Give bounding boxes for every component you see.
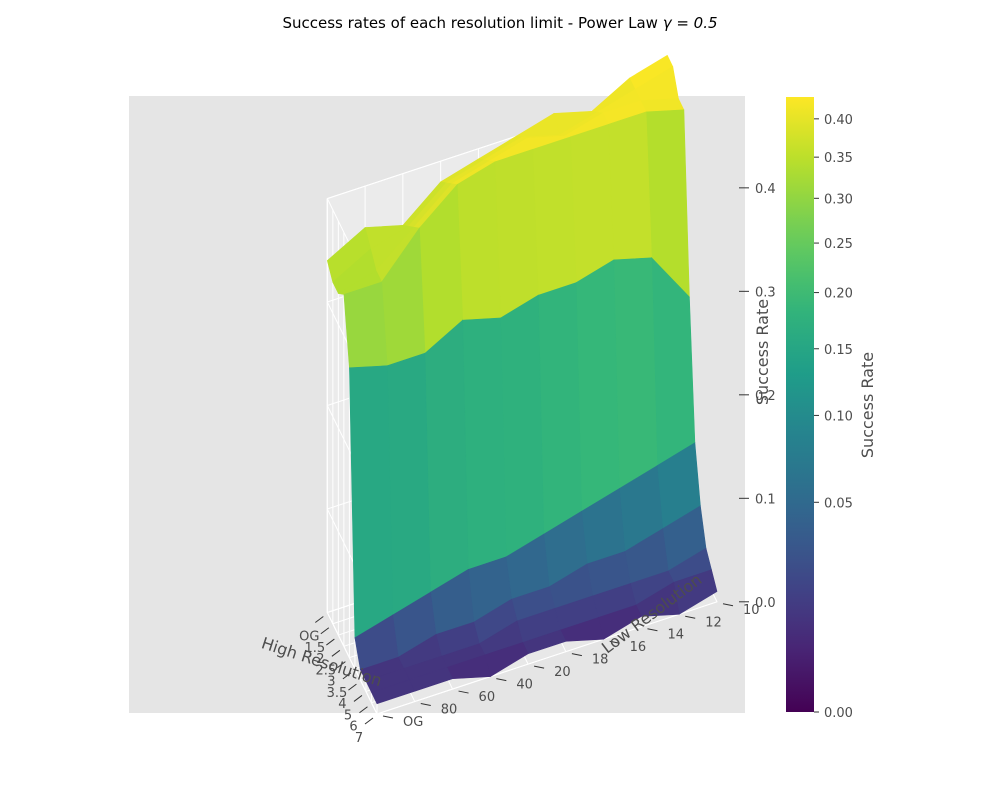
surface-patch	[456, 161, 501, 321]
x-tick-label: 3	[327, 675, 335, 690]
z-tick-label: 0.3	[755, 285, 776, 300]
y-tick-label: 10	[743, 603, 760, 618]
x-tick-mark	[364, 717, 374, 725]
y-tick-label: 12	[705, 615, 722, 630]
x-tick-mark	[337, 661, 346, 668]
surface-patch	[500, 294, 545, 558]
x-tick-label: 1.5	[304, 641, 325, 656]
x-tick-mark	[342, 672, 352, 680]
x-tick-label: 4	[338, 697, 346, 712]
y-tick-label: 80	[441, 703, 458, 718]
colorbar: 0.00 0.05 0.10 0.15 0.20 0.25 0.30 0.35 0.40 Succ…	[786, 97, 877, 721]
y-tick-label: 20	[554, 665, 571, 680]
x-tick-label: 2	[316, 652, 324, 667]
grid-line-x-floor	[376, 601, 718, 715]
x-tick-mark	[359, 706, 368, 714]
colorbar-tick-label: 0.20	[824, 287, 853, 302]
x-tick-label: 2.5	[316, 663, 337, 678]
x-tick-label: 6	[349, 720, 357, 735]
z-tick-label: 0.4	[755, 182, 776, 197]
title-text: Success rates of each resolution limit -…	[282, 14, 658, 32]
colorbar-tick-label: 0.00	[824, 706, 853, 721]
colorbar-tick-label: 0.15	[824, 343, 853, 358]
colorbar-gradient	[786, 97, 814, 712]
z-tick-label: 0.0	[755, 596, 776, 611]
surface-patch	[462, 317, 507, 570]
y-tick-label: 40	[516, 678, 533, 693]
surface-patch	[424, 319, 469, 593]
grid-line-z	[326, 612, 378, 715]
colorbar-tick-label: 0.10	[824, 409, 853, 424]
y-tick-label: 18	[592, 653, 609, 668]
z-tick-label: 0.2	[755, 389, 776, 404]
x-tick-label: 7	[355, 731, 363, 746]
y-tick-mark	[382, 715, 394, 719]
surface-patch	[607, 111, 652, 261]
surface-patch	[532, 136, 577, 296]
y-tick-mark	[420, 703, 431, 707]
colorbar-label: Success Rate	[858, 352, 877, 458]
x-tick-label: OG	[299, 629, 319, 644]
surface-patch	[371, 679, 416, 705]
colorbar-tick-label: 0.40	[824, 113, 853, 128]
z-tick-label: 0.1	[755, 492, 776, 507]
y-tick-mark	[685, 615, 696, 619]
surface-patch	[537, 282, 582, 535]
colorbar-tick-label: 0.30	[824, 192, 853, 207]
surface-patch	[494, 148, 539, 319]
y-tick-mark	[458, 690, 469, 694]
y-tick-mark	[722, 603, 734, 607]
x-tick-mark	[320, 627, 330, 635]
y-tick-label: 14	[667, 628, 684, 643]
surface-patch	[575, 259, 620, 512]
title-gamma: γ = 0.5	[662, 14, 718, 32]
y-tick-label: OG	[403, 715, 423, 730]
y-tick-mark	[609, 640, 620, 644]
x-tick-mark	[326, 638, 335, 646]
x-tick-label: 3.5	[327, 686, 348, 701]
surface-patch	[349, 365, 394, 639]
x-tick-mark	[331, 649, 341, 657]
y-tick-mark	[496, 678, 507, 682]
y-tick-mark	[534, 665, 545, 669]
x-tick-mark	[348, 683, 357, 691]
y-tick-mark	[647, 628, 658, 632]
surface-patch	[343, 281, 388, 369]
z-axis-label: Success Rate	[753, 299, 772, 405]
surface-patch	[386, 352, 431, 616]
y-tick-mark	[571, 653, 582, 657]
chart-title: Success rates of each resolution limit -…	[0, 14, 1000, 32]
x-tick-mark	[315, 616, 324, 623]
colorbar-tick-label: 0.35	[824, 151, 853, 166]
y-tick-label: 60	[479, 690, 496, 705]
surface	[326, 54, 718, 705]
colorbar-tick-label: 0.25	[824, 237, 853, 252]
y-tick-label: 16	[630, 640, 647, 655]
x-tick-label: 5	[344, 708, 352, 723]
surface-patch	[570, 123, 615, 284]
surface-patch	[613, 257, 658, 490]
colorbar-tick-label: 0.05	[824, 496, 853, 511]
x-tick-mark	[353, 695, 363, 702]
